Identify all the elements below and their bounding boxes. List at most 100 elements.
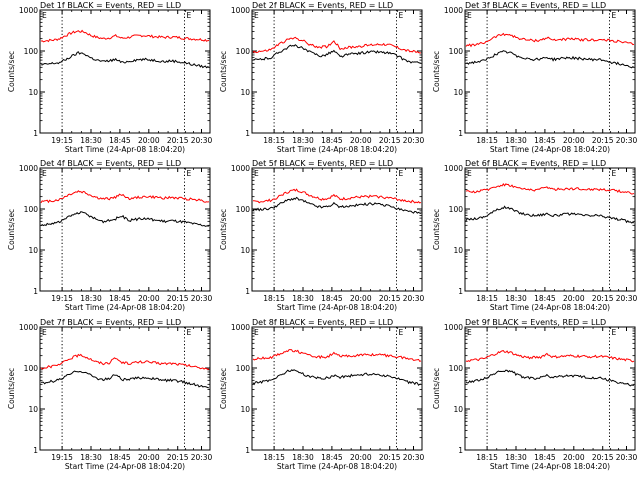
panel-title: Det 8f BLACK = Events, RED = LLD (252, 318, 393, 327)
y-tick-label: 1000 (19, 6, 38, 15)
detector-panel: Det 1f BLACK = Events, RED = LLD 1 10 100 10… (7, 1, 213, 154)
plot-frame (39, 326, 211, 451)
detector-panel: Det 4f BLACK = Events, RED = LLD 1 10 100 10… (7, 159, 213, 312)
event-marker-label: E (467, 328, 472, 337)
events-series-line (465, 50, 635, 69)
x-axis-label: Start Time (24-Apr-08 18:04:20) (65, 303, 185, 312)
lld-series-line (40, 29, 210, 43)
event-marker-label: E (399, 328, 404, 337)
x-tick-label: 20:15 (167, 294, 189, 303)
x-tick-label: 18:30 (292, 294, 314, 303)
event-marker-label: E (254, 328, 259, 337)
event-marker-label: E (42, 11, 47, 20)
x-tick-label: 18:45 (321, 294, 343, 303)
x-tick-label: 18:15 (263, 453, 285, 462)
y-tick-label: 10 (240, 246, 250, 255)
y-tick-label: 1000 (444, 164, 463, 173)
x-tick-label: 20:00 (350, 136, 372, 145)
detector-panel: Det 8f BLACK = Events, RED = LLD 1 10 100 10… (219, 318, 425, 471)
x-tick-label: 20:15 (592, 453, 614, 462)
panel-title: Det 5f BLACK = Events, RED = LLD (252, 159, 393, 168)
x-tick-label: 18:30 (80, 294, 102, 303)
event-marker-label: E (187, 328, 192, 337)
x-tick-label: 20:00 (563, 136, 585, 145)
x-tick-label: 20:00 (138, 453, 160, 462)
y-tick-label: 1 (245, 129, 250, 138)
y-tick-label: 1000 (231, 323, 250, 332)
y-tick-label: 100 (236, 47, 251, 56)
panel-title: Det 6f BLACK = Events, RED = LLD (465, 159, 606, 168)
x-tick-label: 18:30 (292, 453, 314, 462)
detector-panel: Det 7f BLACK = Events, RED = LLD 1 10 100 10… (7, 318, 213, 471)
x-tick-label: 18:30 (80, 453, 102, 462)
y-tick-label: 10 (28, 246, 38, 255)
detector-panel: Det 2f BLACK = Events, RED = LLD 1 10 100 10… (219, 1, 425, 154)
y-tick-label: 100 (24, 47, 39, 56)
y-tick-label: 1000 (231, 6, 250, 15)
y-tick-label: 1 (458, 446, 463, 455)
detector-panel: Det 5f BLACK = Events, RED = LLD 1 10 100 10… (219, 159, 425, 312)
y-tick-label: 1 (33, 287, 38, 296)
x-tick-label: 18:15 (476, 294, 498, 303)
y-tick-label: 10 (453, 246, 463, 255)
x-tick-label: 18:45 (109, 294, 131, 303)
x-tick-label: 18:30 (505, 453, 527, 462)
events-series-line (40, 370, 210, 389)
event-marker-label: E (42, 328, 47, 337)
x-axis-label: Start Time (24-Apr-08 18:04:20) (490, 145, 610, 154)
event-marker-label: E (612, 328, 617, 337)
x-axis-label: Start Time (24-Apr-08 18:04:20) (277, 462, 397, 471)
x-tick-label: 18:15 (476, 136, 498, 145)
events-series-line (40, 51, 210, 69)
y-axis-label: Counts/sec (432, 51, 441, 92)
y-tick-label: 1000 (19, 323, 38, 332)
x-tick-label: 20:30 (191, 136, 213, 145)
y-axis-label: Counts/sec (7, 368, 16, 409)
event-marker-label: E (399, 169, 404, 178)
y-tick-label: 1 (458, 287, 463, 296)
x-axis-label: Start Time (24-Apr-08 18:04:20) (277, 145, 397, 154)
y-tick-label: 1 (245, 446, 250, 455)
y-tick-label: 1000 (231, 164, 250, 173)
y-tick-label: 10 (240, 405, 250, 414)
x-tick-label: 18:45 (321, 453, 343, 462)
plot-frame (251, 167, 423, 292)
y-tick-label: 10 (28, 405, 38, 414)
event-marker-label: E (187, 169, 192, 178)
lld-series-line (252, 349, 422, 363)
x-tick-label: 20:00 (350, 294, 372, 303)
lld-series-line (252, 36, 422, 54)
x-axis-label: Start Time (24-Apr-08 18:04:20) (490, 462, 610, 471)
x-tick-label: 18:15 (263, 136, 285, 145)
panel-title: Det 2f BLACK = Events, RED = LLD (252, 1, 393, 10)
x-tick-label: 20:30 (403, 453, 425, 462)
event-marker-label: E (42, 169, 47, 178)
lld-series-line (465, 32, 635, 48)
y-axis-label: Counts/sec (7, 51, 16, 92)
event-marker-label: E (467, 11, 472, 20)
event-marker-label: E (612, 11, 617, 20)
x-tick-label: 18:15 (476, 453, 498, 462)
x-tick-label: 18:45 (534, 294, 556, 303)
y-tick-label: 10 (28, 88, 38, 97)
y-tick-label: 10 (240, 88, 250, 97)
detector-panel: Det 3f BLACK = Events, RED = LLD 1 10 100 10… (432, 1, 638, 154)
plot-frame (39, 9, 211, 134)
plot-frame (464, 167, 636, 292)
x-tick-label: 20:30 (403, 136, 425, 145)
event-marker-label: E (467, 169, 472, 178)
x-tick-label: 20:30 (403, 294, 425, 303)
x-axis-label: Start Time (24-Apr-08 18:04:20) (65, 462, 185, 471)
plot-frame (464, 326, 636, 451)
y-tick-label: 100 (449, 205, 464, 214)
x-tick-label: 20:30 (191, 453, 213, 462)
x-tick-label: 20:30 (191, 294, 213, 303)
x-tick-label: 18:30 (505, 294, 527, 303)
events-series-line (252, 369, 421, 386)
plot-frame (251, 9, 423, 134)
y-tick-label: 1000 (444, 6, 463, 15)
event-marker-label: E (254, 11, 259, 20)
lld-series-line (40, 353, 210, 371)
x-tick-label: 19:15 (51, 136, 73, 145)
